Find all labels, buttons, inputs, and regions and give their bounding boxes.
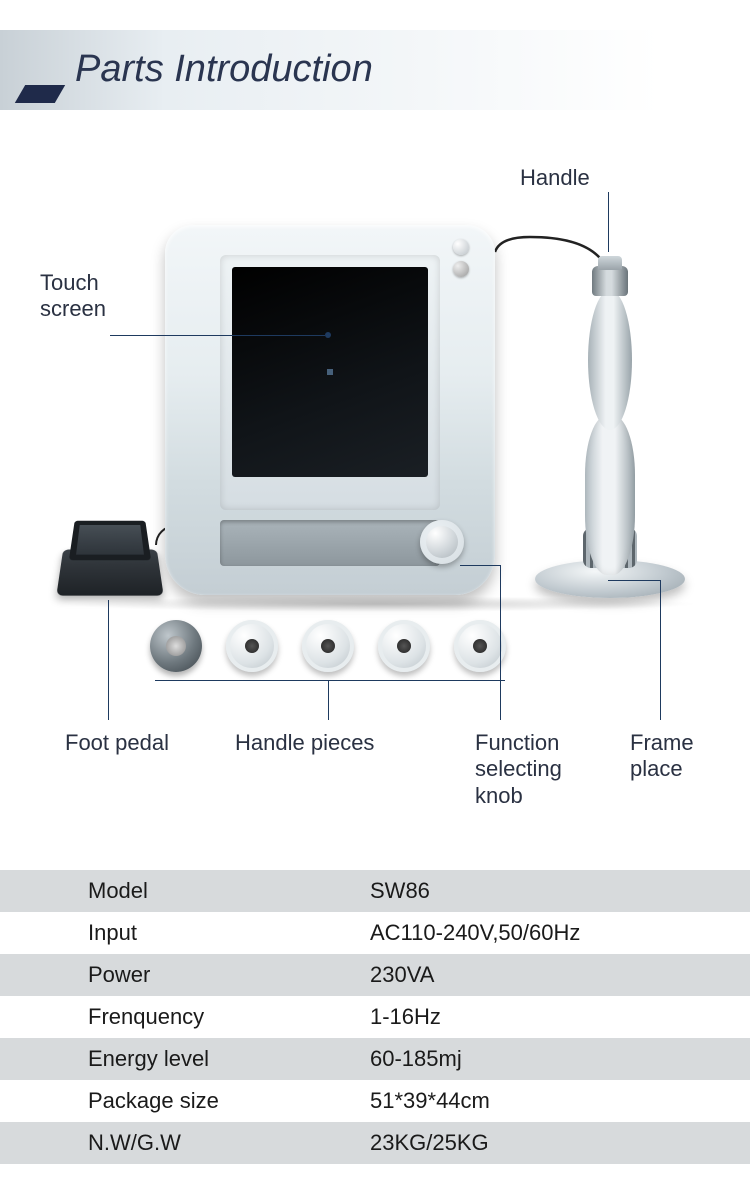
spec-key: Package size (0, 1088, 370, 1114)
handle-piece-icon (302, 620, 354, 672)
label-foot-pedal: Foot pedal (65, 730, 169, 756)
leader-line (608, 192, 609, 252)
function-knob (420, 520, 464, 564)
leader-line (500, 565, 501, 720)
leader-line (155, 680, 505, 681)
spec-key: Frenquency (0, 1004, 370, 1030)
handle-neck (585, 415, 635, 575)
table-row: Package size 51*39*44cm (0, 1080, 750, 1122)
handle-piece-icon (226, 620, 278, 672)
side-button-icon (453, 239, 469, 255)
handle-pieces-row (150, 620, 550, 680)
spec-value: 23KG/25KG (370, 1130, 750, 1156)
leader-line (660, 580, 661, 720)
table-row: Energy level 60-185mj (0, 1038, 750, 1080)
spec-value: 51*39*44cm (370, 1088, 750, 1114)
touch-screen (232, 267, 428, 477)
leader-line (608, 580, 660, 581)
spec-value: AC110-240V,50/60Hz (370, 920, 750, 946)
spec-value: 1-16Hz (370, 1004, 750, 1030)
table-row: Input AC110-240V,50/60Hz (0, 912, 750, 954)
table-row: Model SW86 (0, 870, 750, 912)
page-title: Parts Introduction (75, 48, 373, 91)
leader-line (460, 565, 500, 566)
pedal-top (69, 521, 151, 561)
spec-key: Model (0, 878, 370, 904)
handle-body (588, 290, 632, 430)
parts-diagram: Touch screen Handle Foot pedal Handle pi… (0, 140, 750, 820)
spec-value: 230VA (370, 962, 750, 988)
handle-piece-icon (454, 620, 506, 672)
leader-line (110, 335, 325, 336)
screen-marker-icon (327, 369, 333, 375)
leader-line (328, 680, 329, 720)
handle-collar (592, 266, 628, 296)
table-row: Power 230VA (0, 954, 750, 996)
label-frame-place: Frame place (630, 730, 694, 783)
header-band: Parts Introduction (0, 30, 750, 110)
spec-key: N.W/G.W (0, 1130, 370, 1156)
spec-value: 60-185mj (370, 1046, 750, 1072)
handle-piece-icon (378, 620, 430, 672)
foot-pedal (60, 515, 160, 597)
screen-bezel (220, 255, 440, 510)
side-button-icon (453, 261, 469, 277)
leader-line (108, 600, 109, 720)
label-touch-screen: Touch screen (40, 270, 106, 323)
label-handle-pieces: Handle pieces (235, 730, 374, 756)
handle-piece-icon (150, 620, 202, 672)
label-handle: Handle (520, 165, 590, 191)
spec-value: SW86 (370, 878, 750, 904)
leader-dot-icon (325, 332, 331, 338)
lower-panel (220, 520, 440, 566)
spec-key: Energy level (0, 1046, 370, 1072)
spec-key: Input (0, 920, 370, 946)
shelf-shadow (60, 596, 700, 612)
specifications-table: Model SW86 Input AC110-240V,50/60Hz Powe… (0, 870, 750, 1164)
table-row: Frenquency 1-16Hz (0, 996, 750, 1038)
handle-tip (598, 256, 622, 270)
table-row: N.W/G.W 23KG/25KG (0, 1122, 750, 1164)
spec-key: Power (0, 962, 370, 988)
label-function-knob: Function selecting knob (475, 730, 562, 809)
